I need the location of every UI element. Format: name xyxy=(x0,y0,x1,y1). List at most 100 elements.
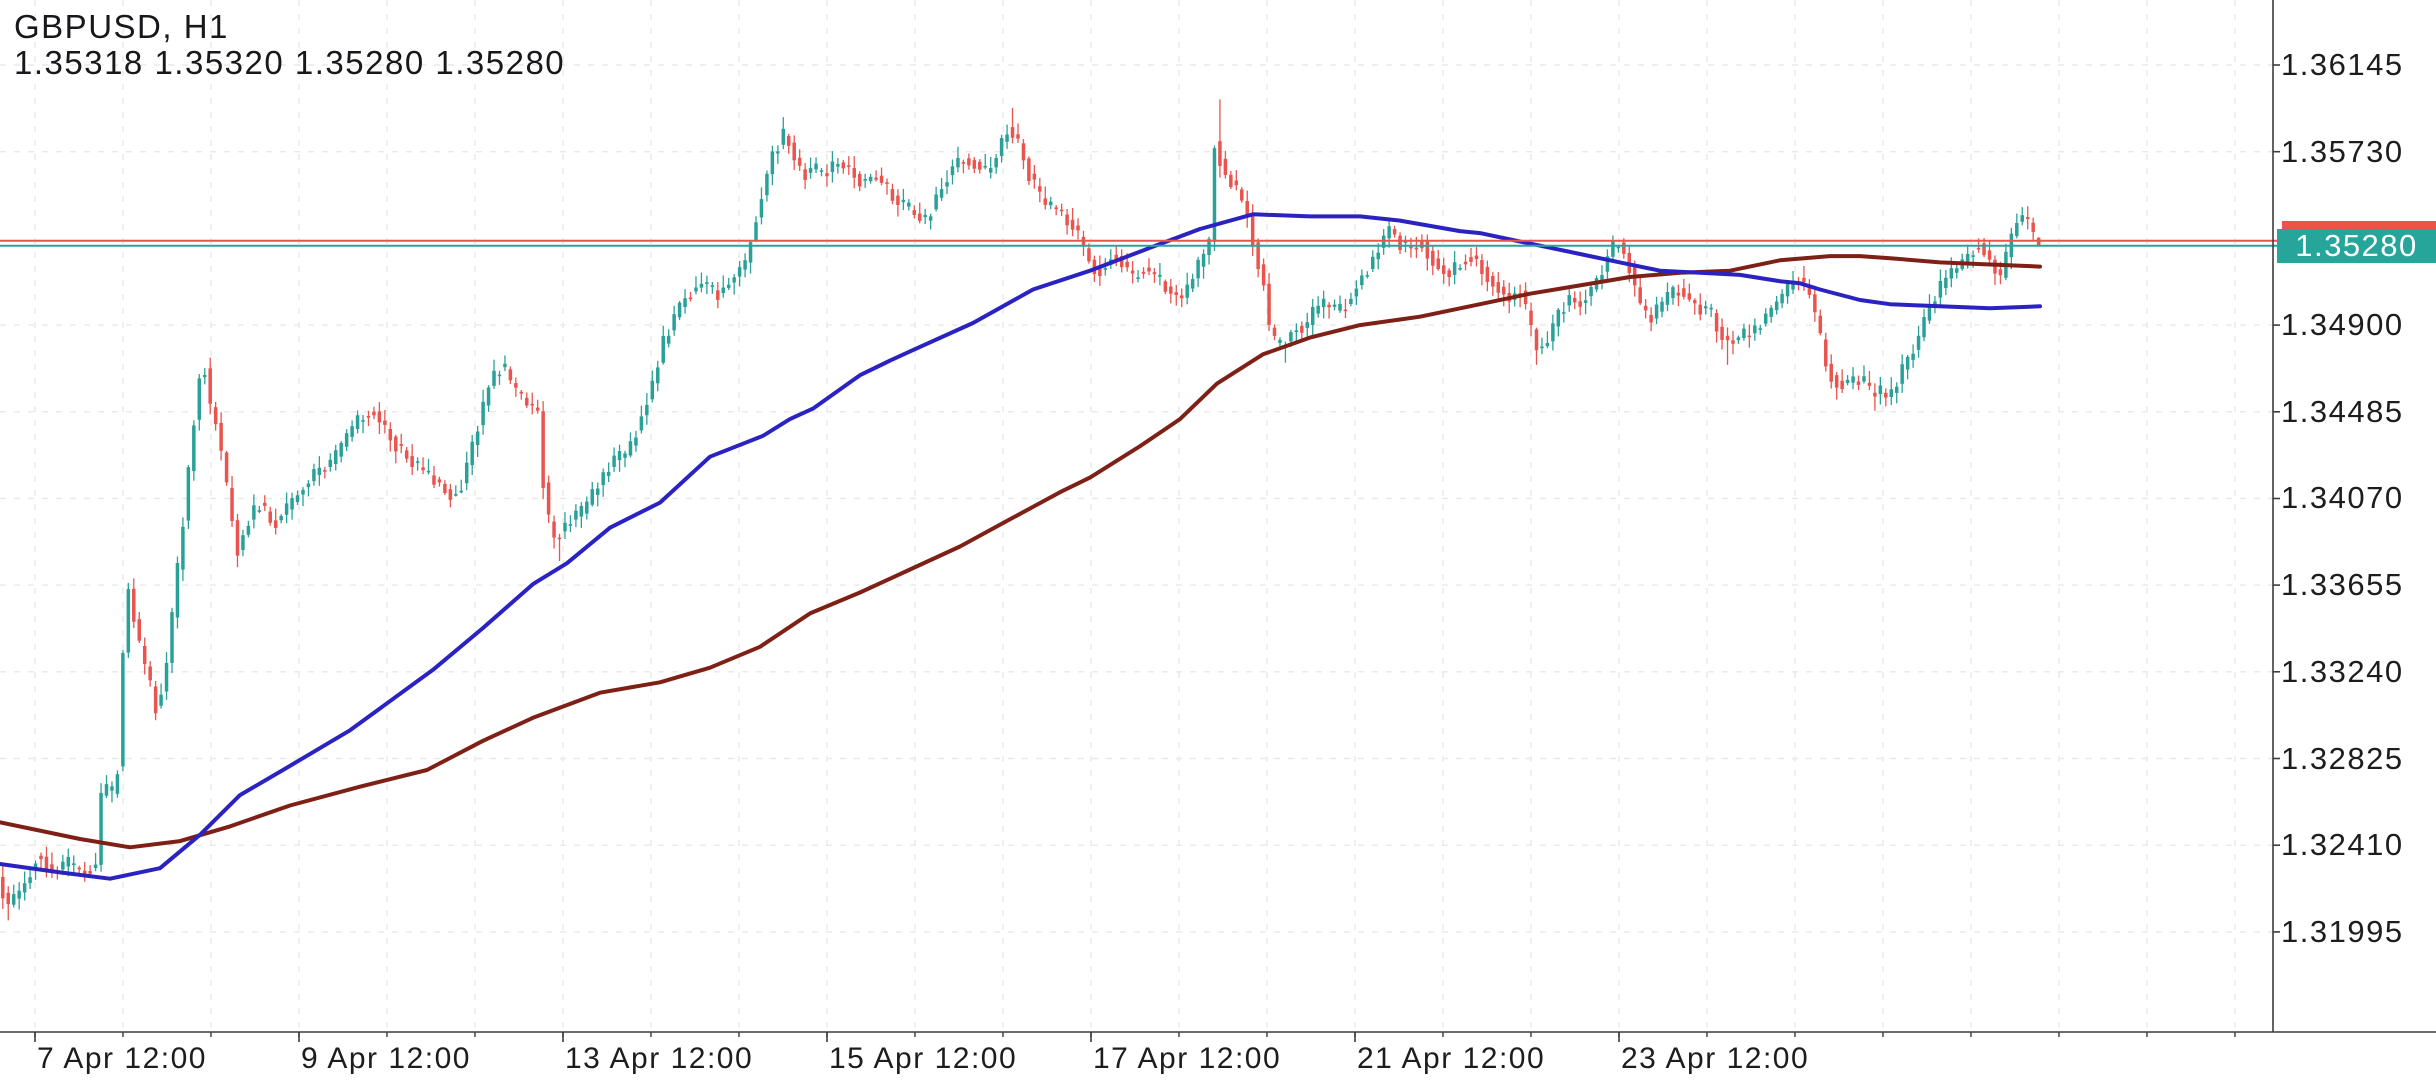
bear-candle-body xyxy=(1873,392,1877,397)
bull-candle-body xyxy=(1851,376,1855,383)
bear-candle-body xyxy=(432,475,436,485)
bear-candle-body xyxy=(6,892,11,905)
bull-candle-body xyxy=(950,166,955,176)
bear-candle-body xyxy=(541,411,545,488)
bull-candle-body xyxy=(983,165,987,168)
bull-candle-body xyxy=(1278,339,1282,343)
price-axis-label: 1.34485 xyxy=(2281,394,2404,429)
bull-candle-body xyxy=(585,501,589,514)
bull-candle-body xyxy=(814,163,818,170)
bear-candle-body xyxy=(383,420,387,425)
price-axis-label: 1.36145 xyxy=(2281,47,2404,82)
bear-candle-body xyxy=(273,520,278,528)
bear-candle-body xyxy=(366,416,371,418)
bull-candle-body xyxy=(241,535,245,550)
bear-candle-body xyxy=(1485,266,1490,282)
bear-candle-body xyxy=(841,162,846,169)
bull-candle-body xyxy=(1933,301,1937,307)
bull-candle-body xyxy=(666,335,671,344)
grid-layer xyxy=(0,0,2273,1032)
bull-candle-body xyxy=(1894,386,1899,393)
bear-candle-body xyxy=(1884,392,1888,398)
bull-candle-body xyxy=(694,287,698,292)
bear-candle-body xyxy=(1054,207,1058,210)
bull-candle-body xyxy=(1294,330,1299,332)
bear-candle-body xyxy=(890,189,895,201)
bear-candle-body xyxy=(1534,329,1539,351)
bear-candle-body xyxy=(1065,214,1069,226)
bear-candle-body xyxy=(885,182,889,184)
fast-ma-line xyxy=(0,212,2042,881)
bull-candle-body xyxy=(928,216,933,221)
bull-candle-body xyxy=(1562,312,1566,314)
bear-candle-body xyxy=(1087,248,1091,262)
bull-candle-body xyxy=(623,453,627,458)
bull-candle-body xyxy=(1927,304,1932,321)
bull-candle-body xyxy=(497,374,502,377)
bull-candle-body xyxy=(612,455,616,467)
bull-candle-body xyxy=(836,164,840,167)
bull-candle-body xyxy=(1911,353,1915,360)
bear-candle-body xyxy=(1496,282,1501,293)
bear-candle-body xyxy=(1622,242,1626,254)
bull-candle-body xyxy=(306,483,311,488)
bull-candle-body xyxy=(923,214,927,218)
bull-candle-body xyxy=(1349,298,1353,304)
bull-candle-body xyxy=(639,416,644,431)
bull-candle-body xyxy=(1556,309,1561,327)
bull-candle-body xyxy=(1616,246,1621,249)
bull-candle-body xyxy=(1900,364,1904,384)
bull-candle-body xyxy=(776,151,780,154)
bull-candle-body xyxy=(28,877,32,884)
bull-candle-body xyxy=(617,451,622,461)
bear-candle-body xyxy=(1125,261,1129,268)
bull-candle-body xyxy=(312,469,316,482)
time-axis-label: 21 Apr 12:00 xyxy=(1357,1042,1546,1075)
bull-candle-body xyxy=(181,526,185,570)
bull-candle-body xyxy=(1103,268,1108,270)
chart-surface[interactable] xyxy=(0,0,2273,1032)
time-axis-label: 23 Apr 12:00 xyxy=(1621,1042,1810,1075)
bull-candle-body xyxy=(355,415,360,429)
time-axis-label: 13 Apr 12:00 xyxy=(565,1042,754,1075)
bear-candle-body xyxy=(268,511,272,523)
bull-candle-body xyxy=(1971,255,1975,257)
bull-candle-body xyxy=(1321,298,1326,308)
bull-candle-body xyxy=(661,336,665,363)
bear-candle-body xyxy=(1731,340,1735,344)
bull-candle-body xyxy=(279,516,283,521)
bull-candle-body xyxy=(1916,335,1921,350)
bear-candle-body xyxy=(1141,271,1146,274)
bull-candle-body xyxy=(1600,275,1604,283)
bull-candle-body xyxy=(110,786,114,791)
bull-candle-body xyxy=(868,176,873,182)
price-axis-label: 1.34070 xyxy=(2281,480,2404,515)
bull-candle-body xyxy=(93,864,98,868)
bear-candle-body xyxy=(1327,304,1331,308)
bull-candle-body xyxy=(1310,307,1315,325)
slow-ma-line xyxy=(0,254,2042,850)
bull-candle-body xyxy=(1332,304,1337,307)
bear-candle-body xyxy=(530,403,534,406)
bull-candle-body xyxy=(1158,274,1162,277)
bull-candle-body xyxy=(1905,356,1910,370)
bull-candle-body xyxy=(732,277,736,283)
bull-candle-body xyxy=(1654,304,1659,319)
bear-candle-body xyxy=(219,422,223,451)
bull-candle-body xyxy=(1769,307,1773,317)
bull-candle-body xyxy=(590,489,595,505)
bull-candle-body xyxy=(295,495,300,503)
bull-candle-body xyxy=(956,158,960,168)
bear-candle-body xyxy=(1431,250,1435,266)
bear-candle-body xyxy=(1682,288,1686,297)
bear-candle-body xyxy=(1169,286,1173,294)
bear-candle-body xyxy=(448,489,453,500)
bull-candle-body xyxy=(481,401,485,426)
bull-candle-body xyxy=(301,489,305,495)
bear-candle-body xyxy=(917,213,922,221)
bull-candle-body xyxy=(1005,134,1009,142)
bull-candle-body xyxy=(22,883,27,893)
bear-candle-body xyxy=(879,175,884,183)
bull-candle-body xyxy=(1862,376,1866,382)
bear-candle-body xyxy=(153,686,158,714)
